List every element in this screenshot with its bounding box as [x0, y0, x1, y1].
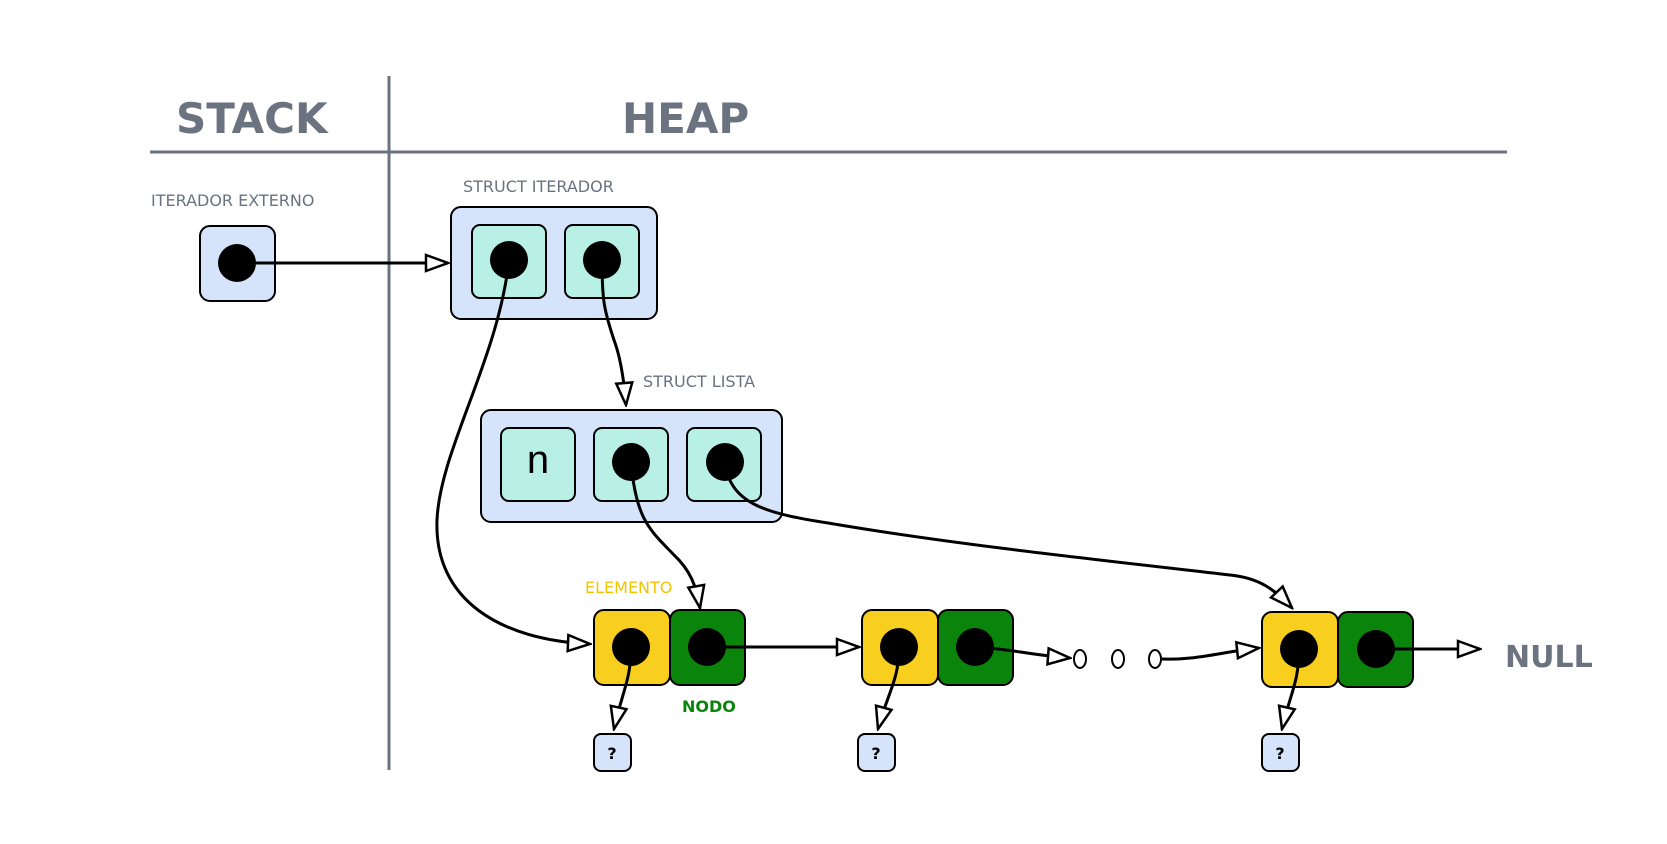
struct-lista-box: n — [480, 409, 783, 523]
struct-iterador-box — [450, 206, 658, 320]
arrow-node2-to-unknown — [878, 646, 901, 729]
unknown-element-1-text: ? — [607, 744, 616, 763]
ellipsis-dot-1 — [1073, 649, 1087, 669]
elemento-label: ELEMENTO — [585, 578, 672, 597]
ellipsis-dot-2 — [1111, 649, 1125, 669]
nodo-label: NODO — [682, 697, 736, 716]
lista-n-text: n — [527, 438, 549, 482]
heap-header: HEAP — [622, 94, 749, 143]
arrow-iterador-actual-to-node1 — [435, 259, 590, 644]
arrow-node2-to-ellipsis — [974, 645, 1070, 658]
unknown-element-3: ? — [1261, 733, 1300, 772]
unknown-element-2: ? — [857, 733, 896, 772]
arrow-lista-primero-to-node1 — [629, 461, 700, 608]
struct-lista-label: STRUCT LISTA — [643, 372, 755, 391]
unknown-element-1: ? — [593, 733, 632, 772]
arrow-node1-to-unknown — [614, 646, 633, 729]
lista-n-cell — [500, 427, 576, 502]
stack-header: STACK — [176, 94, 329, 143]
arrow-ellipsis-to-last — [1161, 648, 1259, 661]
ellipsis-dot-3 — [1148, 649, 1162, 669]
arrow-lista-ultimo-to-last — [723, 461, 1292, 608]
unknown-element-3-text: ? — [1275, 744, 1284, 763]
struct-iterador-label: STRUCT ITERADOR — [463, 177, 614, 196]
arrow-iterador-to-lista — [600, 259, 626, 405]
iterador-externo-label: ITERADOR EXTERNO — [151, 191, 314, 210]
null-label: NULL — [1505, 640, 1593, 675]
unknown-element-2-text: ? — [871, 744, 880, 763]
arrow-last-to-unknown — [1282, 648, 1301, 729]
